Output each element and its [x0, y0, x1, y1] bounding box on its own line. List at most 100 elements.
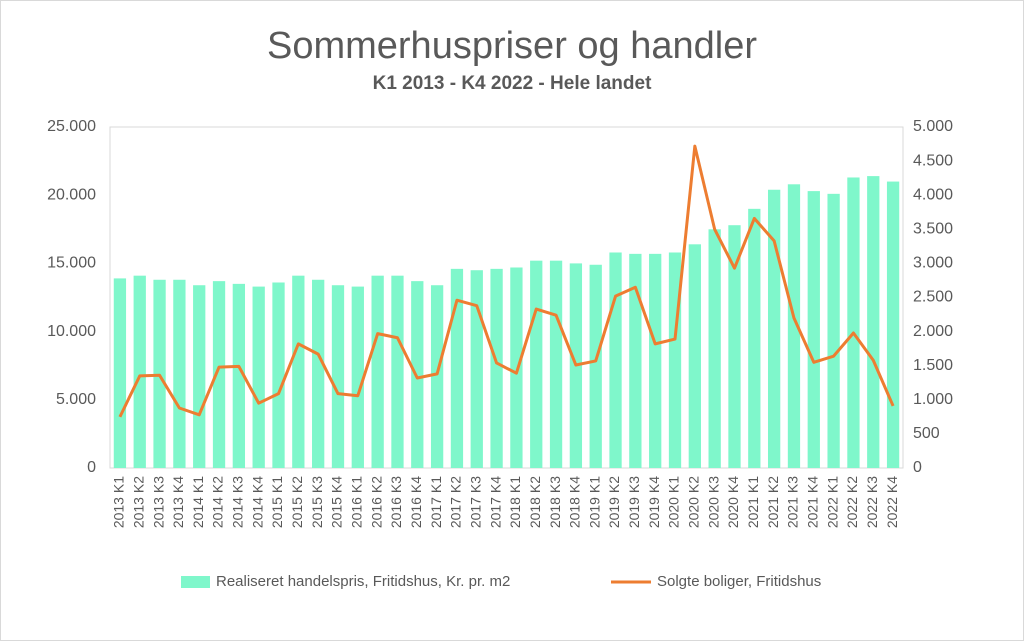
x-tick-label: 2020 K1	[666, 476, 682, 528]
x-tick-label: 2019 K3	[626, 476, 642, 528]
bar	[728, 225, 741, 468]
y2-tick-label: 3.500	[913, 221, 953, 238]
bar	[411, 281, 424, 468]
x-tick-label: 2022 K1	[824, 476, 840, 528]
bar	[430, 285, 444, 468]
bar	[292, 275, 305, 468]
x-tick-label: 2021 K4	[804, 476, 820, 528]
legend-swatch	[181, 576, 210, 588]
bar	[748, 208, 761, 468]
x-tick-label: 2021 K1	[745, 476, 761, 528]
bar	[113, 278, 127, 468]
y-tick-label: 10.000	[47, 323, 96, 340]
y2-tick-label: 4.500	[913, 152, 953, 169]
bar	[629, 253, 642, 468]
bar	[312, 279, 325, 468]
x-tick-label: 2021 K3	[785, 476, 801, 528]
chart-subtitle: K1 2013 - K4 2022 - Hele landet	[373, 73, 652, 94]
y2-tick-label: 2.500	[913, 289, 953, 306]
y2-tick-label: 3.000	[913, 255, 953, 272]
plot-area	[109, 126, 904, 469]
bar	[549, 260, 563, 468]
x-tick-label: 2020 K3	[705, 476, 721, 528]
x-tick-label: 2017 K1	[428, 476, 444, 528]
y2-tick-label: 1.500	[913, 357, 953, 374]
bar	[371, 275, 384, 468]
x-tick-label: 2021 K2	[765, 476, 781, 528]
y2-tick-label: 0	[913, 459, 922, 476]
x-tick-label: 2019 K2	[606, 476, 622, 528]
x-tick-label: 2022 K4	[884, 476, 900, 528]
x-tick-label: 2013 K3	[150, 476, 166, 528]
bar	[530, 260, 543, 468]
y2-tick-label: 4.000	[913, 186, 953, 203]
legend-label: Realiseret handelspris, Fritidshus, Kr. …	[216, 573, 510, 590]
bar	[351, 286, 364, 468]
x-tick-label: 2014 K2	[210, 476, 226, 528]
bar	[193, 285, 206, 468]
x-tick-label: 2016 K2	[368, 476, 384, 528]
bar	[827, 193, 840, 468]
x-tick-label: 2019 K1	[586, 476, 602, 528]
x-tick-label: 2016 K1	[349, 476, 365, 528]
x-tick-label: 2018 K4	[567, 476, 583, 528]
bar	[609, 252, 622, 468]
x-tick-label: 2015 K3	[309, 476, 325, 528]
x-tick-label: 2018 K1	[507, 476, 523, 528]
bar	[173, 279, 186, 468]
bar	[133, 275, 146, 468]
bar	[232, 283, 246, 468]
bar	[807, 191, 820, 468]
x-tick-label: 2015 K4	[329, 476, 345, 528]
y-tick-label: 20.000	[47, 186, 96, 203]
bar	[787, 184, 801, 468]
x-tick-label: 2017 K4	[487, 476, 503, 528]
y-tick-label: 5.000	[56, 391, 96, 408]
x-tick-label: 2022 K3	[864, 476, 880, 528]
y2-tick-label: 1.000	[913, 391, 953, 408]
y2-tick-label: 500	[913, 425, 940, 442]
x-tick-label: 2020 K2	[686, 476, 702, 528]
y2-tick-label: 5.000	[913, 118, 953, 135]
legend-label: Solgte boliger, Fritidshus	[657, 573, 821, 590]
bar	[886, 181, 900, 468]
x-tick-label: 2014 K4	[249, 476, 265, 528]
bar	[708, 229, 721, 468]
x-tick-label: 2018 K3	[547, 476, 563, 528]
bar	[470, 270, 483, 468]
bar	[767, 189, 781, 468]
x-tick-label: 2015 K2	[289, 476, 305, 528]
bar	[331, 285, 345, 468]
x-tick-label: 2017 K3	[467, 476, 483, 528]
x-tick-label: 2013 K4	[170, 476, 186, 528]
y-tick-label: 0	[87, 459, 96, 476]
x-tick-label: 2020 K4	[725, 476, 741, 528]
bar	[252, 286, 265, 468]
bar	[649, 253, 662, 468]
bar	[688, 244, 701, 468]
bar	[867, 176, 880, 468]
y2-tick-label: 2.000	[913, 323, 953, 340]
bar	[212, 281, 226, 468]
x-tick-label: 2017 K2	[448, 476, 464, 528]
bar	[589, 264, 602, 468]
x-tick-label: 2019 K4	[646, 476, 662, 528]
bar	[510, 267, 523, 468]
y-tick-label: 25.000	[47, 118, 96, 135]
x-tick-label: 2014 K3	[230, 476, 246, 528]
x-tick-label: 2013 K2	[130, 476, 146, 528]
x-tick-label: 2015 K1	[269, 476, 285, 528]
bar	[272, 282, 285, 468]
chart-title: Sommerhuspriser og handler	[267, 25, 757, 67]
x-tick-label: 2013 K1	[111, 476, 127, 528]
y-tick-label: 15.000	[47, 255, 96, 272]
x-tick-label: 2022 K2	[844, 476, 860, 528]
bar	[490, 268, 503, 468]
x-tick-label: 2016 K3	[388, 476, 404, 528]
bar	[450, 268, 464, 468]
x-tick-label: 2016 K4	[408, 476, 424, 528]
bar	[391, 275, 404, 468]
x-tick-label: 2018 K2	[527, 476, 543, 528]
x-tick-label: 2014 K1	[190, 476, 206, 528]
